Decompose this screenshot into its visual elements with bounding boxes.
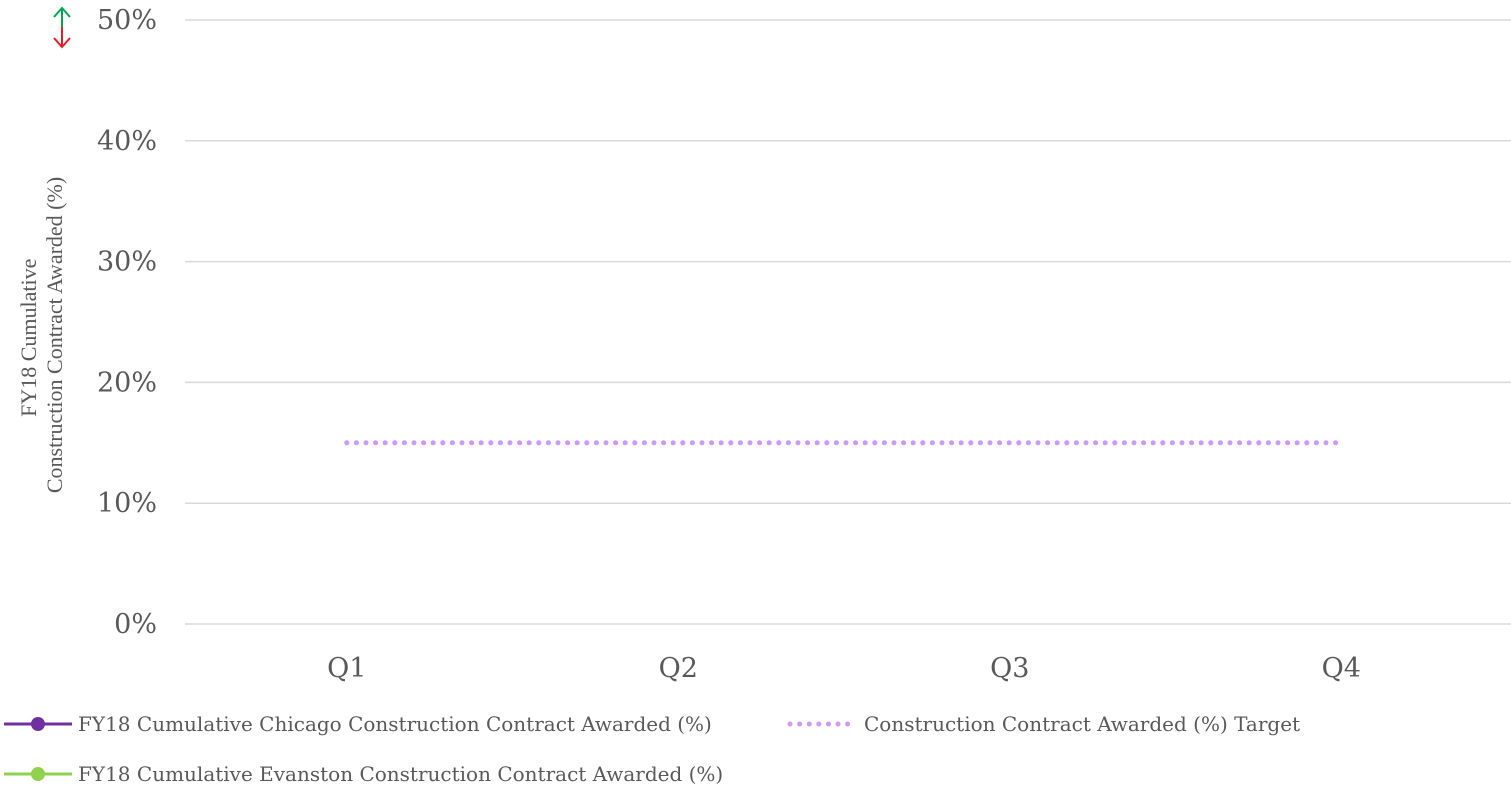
legend-label: FY18 Cumulative Evanston Construction Co…: [78, 762, 723, 786]
x-tick-label: Q4: [1322, 653, 1361, 684]
y-tick-labels: 0% 10% 20% 30% 40% 50%: [97, 5, 157, 640]
y-axis-title-line-1: FY18 Cumulative: [16, 259, 41, 417]
y-tick-label: 40%: [97, 126, 157, 157]
up-down-arrow-icon: [53, 6, 71, 49]
x-tick-label: Q2: [659, 653, 698, 684]
y-tick-label: 20%: [97, 367, 157, 398]
legend-label: FY18 Cumulative Chicago Construction Con…: [78, 712, 712, 736]
gridlines: [185, 19, 1511, 625]
legend: FY18 Cumulative Chicago Construction Con…: [4, 712, 1300, 786]
y-tick-label: 0%: [114, 609, 157, 640]
x-tick-label: Q1: [327, 653, 366, 684]
legend-item: FY18 Cumulative Evanston Construction Co…: [4, 762, 723, 786]
y-axis-title-line-2: Construction Contract Awarded (%): [42, 177, 67, 493]
legend-item: Construction Contract Awarded (%) Target: [787, 712, 1300, 736]
legend-swatch-marker: [31, 717, 45, 731]
x-tick-labels: Q1 Q2 Q3 Q4: [327, 653, 1361, 684]
y-tick-label: 50%: [97, 5, 157, 36]
y-axis-title: FY18 Cumulative Construction Contract Aw…: [16, 177, 67, 493]
legend-label: Construction Contract Awarded (%) Target: [864, 712, 1300, 736]
y-tick-label: 10%: [97, 488, 157, 519]
legend-swatch-marker: [31, 767, 45, 781]
x-tick-label: Q3: [990, 653, 1029, 684]
up-arrow-head: [53, 6, 71, 18]
down-arrow-head: [53, 37, 71, 49]
legend-item: FY18 Cumulative Chicago Construction Con…: [4, 712, 712, 736]
y-tick-label: 30%: [97, 247, 157, 278]
